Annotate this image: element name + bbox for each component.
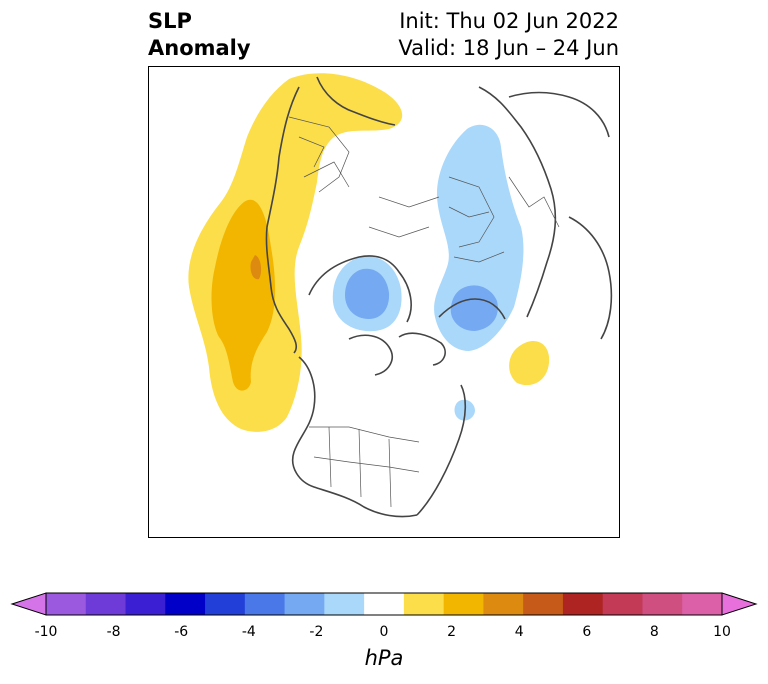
colorbar-tick-label: 10 [713,624,731,640]
colorbar-segment [125,593,166,615]
date-info: Init: Thu 02 Jun 2022 Valid: 18 Jun – 24… [398,8,619,62]
valid-range: Valid: 18 Jun – 24 Jun [398,36,619,60]
colorbar-segment [562,593,604,615]
colorbar-segment [324,593,365,615]
colorbar-segment [602,593,643,615]
positive-anomaly-core [211,199,276,391]
colorbar-segment [523,593,564,615]
colorbar-segment [46,593,87,615]
colorbar-outline [45,592,723,616]
colorbar-segment [244,593,286,615]
negative-anomaly-asia-core [450,285,498,331]
colorbar-tick-label: 6 [582,624,592,640]
colorbar-tick-label: -10 [34,624,58,640]
colorbar-tick-label: 2 [447,624,457,640]
colorbar-segments [46,593,723,615]
colorbar-tick-label: -4 [241,624,256,640]
colorbar-tick-label: -6 [174,624,189,640]
map-title: SLP Anomaly [148,8,251,62]
colorbar-tick-label: -8 [106,624,121,640]
colorbar-tick-label: 4 [514,624,524,640]
anomaly-map [188,73,613,518]
positive-anomaly-peak [250,255,262,280]
colorbar-segment [483,593,524,615]
negative-anomaly-arctic-core [345,268,390,319]
colorbar [10,592,758,616]
title-line-2: Anomaly [148,36,251,60]
colorbar-tick-label: 0 [379,624,389,640]
colorbar-low-extension [10,592,47,616]
title-line-1: SLP [148,9,192,33]
colorbar-segment [403,593,445,615]
colorbar-segment [364,593,405,615]
colorbar-segment [165,593,206,615]
colorbar-tick-label: -2 [309,624,324,640]
positive-anomaly-small [509,341,550,386]
colorbar-segment [284,593,325,615]
colorbar-segment [205,593,246,615]
colorbar-segment [682,593,723,615]
colorbar-segment [443,593,484,615]
colorbar-tick-label: 8 [649,624,659,640]
colorbar-units: hPa [364,646,404,670]
colorbar-high-extension [721,592,758,616]
map-panel [148,66,620,538]
colorbar-segment [85,593,127,615]
colorbar-segment [642,593,683,615]
coastlines [265,76,613,518]
country-borders [288,116,560,508]
init-date: Init: Thu 02 Jun 2022 [399,9,619,33]
